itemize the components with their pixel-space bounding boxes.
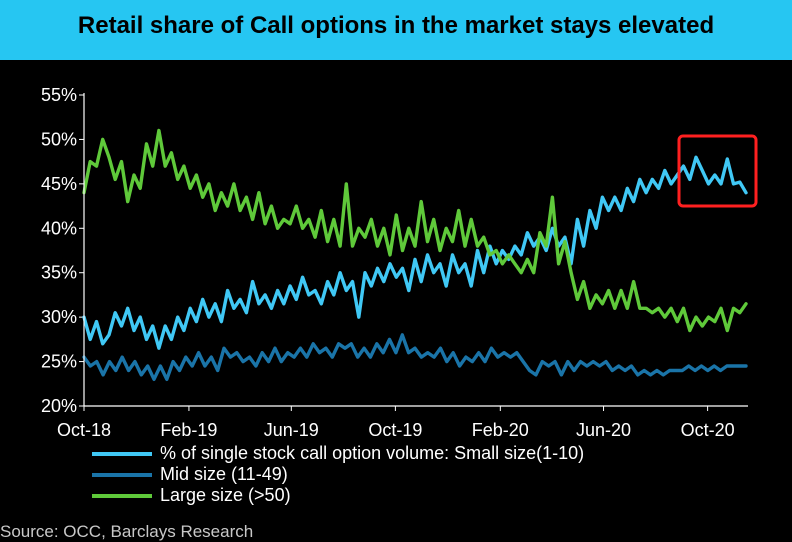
x-tick-label: Feb-19 (160, 420, 217, 440)
x-axis-ticks: Oct-18 Feb-19 Jun-19 Oct-19 Feb-20 Jun-20 Oct-… (57, 406, 735, 440)
x-tick-label: Feb-20 (472, 420, 529, 440)
x-tick-label: Jun-20 (576, 420, 631, 440)
y-tick-label: 40% (41, 218, 77, 238)
legend-swatch-mid (92, 473, 152, 477)
legend-label-large: Large size (>50) (160, 485, 291, 505)
legend-label-small: % of single stock call option volume: Sm… (160, 443, 585, 463)
highlight-box (677, 134, 758, 208)
y-axis-ticks: 20% 25% 30% 35% 40% 45% 50% 55% (41, 85, 84, 416)
legend-swatch-large (92, 494, 152, 498)
x-tick-label: Oct-18 (57, 420, 111, 440)
y-tick-label: 35% (41, 263, 77, 283)
y-tick-label: 55% (41, 85, 77, 105)
x-tick-label: Oct-19 (368, 420, 422, 440)
y-tick-label: 25% (41, 352, 77, 372)
legend-label-mid: Mid size (11-49) (160, 464, 288, 484)
y-tick-label: 20% (41, 396, 77, 416)
x-tick-label: Oct-20 (681, 420, 735, 440)
legend-swatch-small (92, 452, 152, 456)
y-tick-label: 45% (41, 174, 77, 194)
series-line-mid (82, 333, 748, 381)
series-line-small (82, 155, 748, 350)
source-note: Source: OCC, Barclays Research (0, 522, 254, 541)
y-tick-label: 50% (41, 129, 77, 149)
series-lines (82, 128, 748, 381)
series-line-large (82, 128, 748, 333)
title-band (0, 0, 792, 60)
chart-title: Retail share of Call options in the mark… (77, 12, 715, 39)
y-tick-label: 30% (41, 307, 77, 327)
x-tick-label: Jun-19 (264, 420, 319, 440)
